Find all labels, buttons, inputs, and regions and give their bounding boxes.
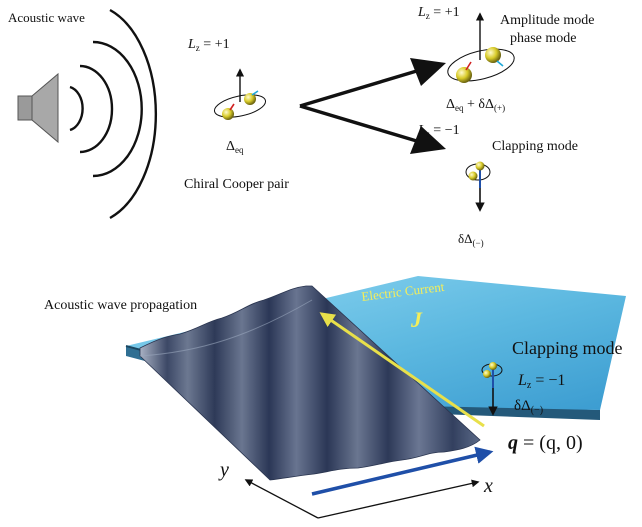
acoustic-wave-label: Acoustic wave [8,10,85,25]
amplitude-mode: Lz = +1 Amplitude mode phase mode Δeq + … [417,5,595,113]
x-axis-label: x [483,475,493,497]
clapping-mode-top: Lz = −1 Clapping mode δΔ(−) [417,123,578,248]
lz-symbol: L [187,37,196,52]
svg-text:Lz = +1: Lz = +1 [187,37,230,53]
electron-icon [483,370,491,378]
svg-text:Lz = +1: Lz = +1 [417,5,460,21]
svg-text:q = (q, 0): q = (q, 0) [508,432,583,454]
y-axis-label: y [218,459,229,481]
electron-icon [222,108,234,120]
wave-vector-arrow: q = (q, 0) [311,432,583,496]
clapping-mode-title-bottom: Clapping mode [512,338,623,358]
svg-text:δΔ(−): δΔ(−) [458,231,484,248]
coordinate-axes: y x [218,459,493,519]
electron-icon [468,171,478,181]
electron-icon [475,161,485,171]
svg-text:Lz = −1: Lz = −1 [517,372,565,391]
amplitude-mode-title: Amplitude mode [500,13,595,28]
svg-text:Δeq: Δeq [226,139,244,155]
propagation-label: Acoustic wave propagation [44,298,197,313]
clapping-mode-bottom: Clapping mode Lz = −1 δΔ(−) [481,338,623,416]
electron-icon [244,93,256,105]
current-symbol: J [410,307,423,332]
svg-text:δΔ(−): δΔ(−) [514,398,543,416]
phase-mode-title: phase mode [510,31,576,46]
speaker-icon [17,72,59,144]
chiral-cooper-pair-caption: Chiral Cooper pair [184,177,289,192]
clapping-mode-title-top: Clapping mode [492,139,578,154]
chiral-cooper-pair: Lz = +1 Δeq Chiral Cooper pair [184,37,289,192]
sound-wave-arcs [69,8,158,220]
electron-icon [489,362,497,370]
acoustic-wave-surface [139,285,481,481]
svg-text:Lz = −1: Lz = −1 [417,123,460,139]
electron-icon [456,67,472,83]
svg-text:Δeq + δΔ(+): Δeq + δΔ(+) [446,97,505,113]
branch-arrows [299,58,446,154]
electron-icon [485,47,501,63]
